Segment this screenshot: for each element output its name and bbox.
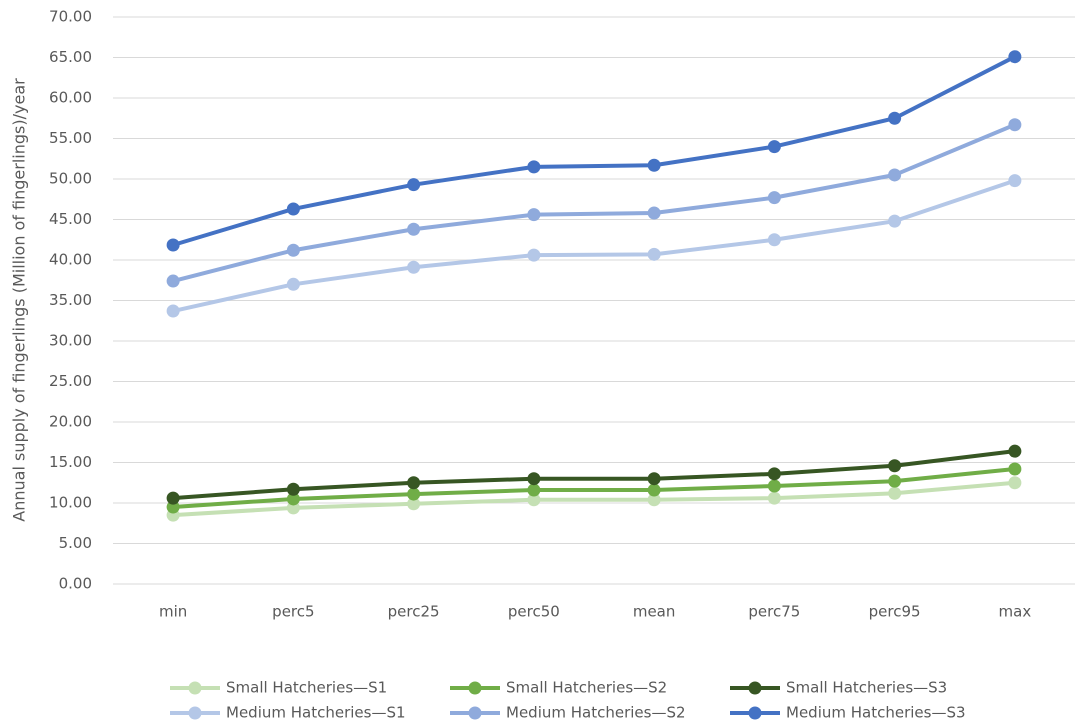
data-point bbox=[767, 140, 781, 154]
data-point bbox=[767, 491, 781, 505]
legend-label: Medium Hatcheries—S1 bbox=[226, 704, 406, 722]
data-point bbox=[1008, 50, 1022, 64]
data-point bbox=[166, 238, 180, 252]
data-point bbox=[286, 482, 300, 496]
series-line bbox=[172, 54, 1016, 247]
data-point bbox=[1008, 174, 1022, 188]
data-point bbox=[527, 472, 541, 486]
x-tick-label: perc5 bbox=[272, 603, 314, 621]
y-tick-label: 15.00 bbox=[49, 453, 92, 471]
x-tick-label: perc25 bbox=[388, 603, 440, 621]
data-point bbox=[647, 206, 661, 220]
series-line bbox=[172, 449, 1016, 501]
series-line bbox=[172, 178, 1016, 313]
data-point bbox=[166, 500, 180, 514]
data-point bbox=[647, 158, 661, 172]
data-point bbox=[647, 247, 661, 261]
data-point bbox=[286, 501, 300, 515]
data-point bbox=[527, 160, 541, 174]
x-tick-label: perc95 bbox=[869, 603, 921, 621]
y-tick-label: 35.00 bbox=[49, 291, 92, 309]
legend-label: Medium Hatcheries—S2 bbox=[506, 704, 686, 722]
legend-label: Small Hatcheries—S1 bbox=[226, 679, 387, 697]
data-point bbox=[888, 214, 902, 228]
data-point bbox=[286, 202, 300, 216]
y-tick-label: 20.00 bbox=[49, 413, 92, 431]
data-point bbox=[888, 168, 902, 182]
x-tick-label: min bbox=[159, 603, 187, 621]
data-point bbox=[166, 274, 180, 288]
data-point bbox=[888, 459, 902, 473]
data-point bbox=[286, 492, 300, 506]
legend-marker bbox=[188, 706, 202, 720]
legend-marker bbox=[468, 681, 482, 695]
y-tick-label: 60.00 bbox=[49, 89, 92, 107]
legend-marker bbox=[468, 706, 482, 720]
series-line bbox=[173, 480, 1016, 518]
x-tick-label: perc50 bbox=[508, 603, 560, 621]
legend-marker bbox=[188, 681, 202, 695]
y-tick-label: 30.00 bbox=[49, 332, 92, 350]
data-point bbox=[767, 233, 781, 247]
data-point bbox=[407, 178, 421, 192]
y-axis-label: Annual supply of fingerlings (Million of… bbox=[10, 78, 29, 522]
x-tick-label: perc75 bbox=[748, 603, 800, 621]
data-point bbox=[1008, 118, 1022, 132]
data-point bbox=[1008, 476, 1022, 490]
series-line bbox=[172, 122, 1016, 283]
y-tick-label: 70.00 bbox=[49, 8, 92, 26]
y-tick-label: 10.00 bbox=[49, 494, 92, 512]
series-line bbox=[172, 466, 1016, 510]
data-point bbox=[647, 493, 661, 507]
y-tick-label: 50.00 bbox=[49, 170, 92, 188]
x-tick-label: max bbox=[999, 603, 1032, 621]
data-point bbox=[767, 191, 781, 205]
data-point bbox=[407, 222, 421, 236]
data-point bbox=[407, 497, 421, 511]
y-tick-label: 0.00 bbox=[59, 575, 92, 593]
x-tick-label: mean bbox=[633, 603, 676, 621]
legend-label: Small Hatcheries—S2 bbox=[506, 679, 667, 697]
y-tick-label: 65.00 bbox=[49, 48, 92, 66]
data-point bbox=[407, 476, 421, 490]
data-point bbox=[286, 243, 300, 257]
data-point bbox=[407, 487, 421, 501]
y-tick-label: 45.00 bbox=[49, 210, 92, 228]
data-point bbox=[1008, 444, 1022, 458]
data-point bbox=[767, 467, 781, 481]
y-tick-label: 40.00 bbox=[49, 251, 92, 269]
y-tick-label: 5.00 bbox=[59, 534, 92, 552]
data-point bbox=[1008, 462, 1022, 476]
data-point bbox=[527, 208, 541, 222]
data-point bbox=[166, 491, 180, 505]
data-point bbox=[527, 248, 541, 262]
data-point bbox=[767, 479, 781, 493]
data-point bbox=[407, 260, 421, 274]
data-point bbox=[527, 483, 541, 497]
data-point bbox=[888, 486, 902, 500]
legend-label: Small Hatcheries—S3 bbox=[786, 679, 947, 697]
legend-marker bbox=[748, 681, 762, 695]
y-tick-label: 55.00 bbox=[49, 129, 92, 147]
legend-marker bbox=[748, 706, 762, 720]
data-point bbox=[647, 483, 661, 497]
data-point bbox=[166, 304, 180, 318]
data-point bbox=[647, 472, 661, 486]
data-point bbox=[888, 111, 902, 125]
y-tick-label: 25.00 bbox=[49, 372, 92, 390]
data-point bbox=[527, 493, 541, 507]
data-point bbox=[888, 474, 902, 488]
legend-label: Medium Hatcheries—S3 bbox=[786, 704, 966, 722]
data-point bbox=[286, 277, 300, 291]
